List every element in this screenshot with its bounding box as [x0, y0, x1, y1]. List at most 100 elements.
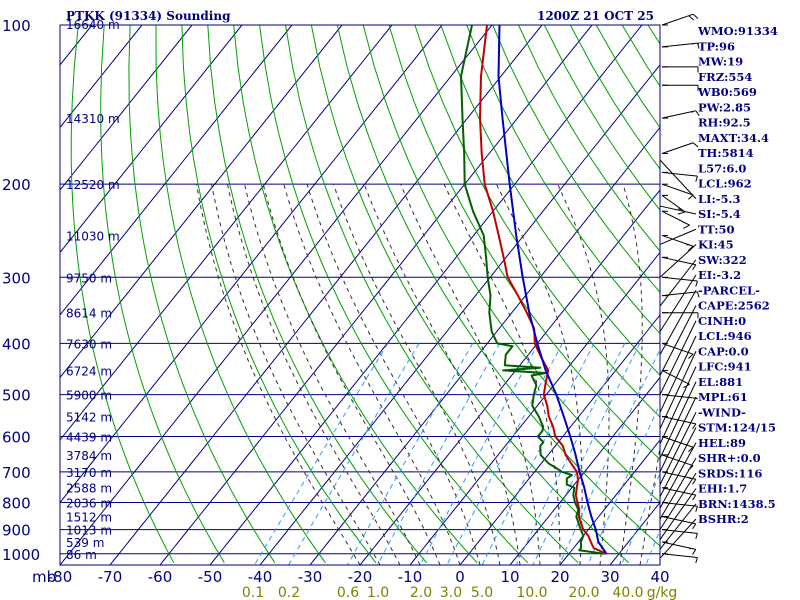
index-31: BRN:1438.5 — [698, 497, 776, 511]
mixing-ratio-label: 1.0 — [367, 585, 389, 600]
index-leader — [659, 290, 697, 355]
mixing-ratio-line — [558, 348, 660, 565]
wind-barb — [662, 84, 699, 91]
pressure-tick-label: 200 — [2, 176, 31, 194]
dry-adiabat — [310, 25, 630, 564]
mixing-ratio-label: 3.0 — [440, 585, 462, 600]
index-20: LCL:946 — [698, 329, 752, 343]
height-label: 5142 m — [66, 411, 112, 425]
index-3: FRZ:554 — [698, 70, 752, 84]
index-leader — [659, 503, 697, 550]
dry-adiabat — [207, 25, 427, 564]
isotherm — [159, 25, 593, 565]
moist-adiabat — [400, 184, 541, 565]
wind-barb — [661, 171, 698, 182]
index-4: WB0:569 — [697, 85, 757, 99]
mixing-ratio-line — [419, 343, 539, 565]
index-leader — [659, 381, 697, 459]
isotherm — [60, 25, 493, 565]
index-leader — [659, 442, 697, 509]
index-22: LFC:941 — [698, 360, 752, 374]
index-28: SHR+:0.0 — [698, 451, 761, 465]
dry-adiabat — [336, 25, 660, 547]
dry-adiabat — [778, 25, 800, 563]
moist-adiabat — [443, 183, 561, 565]
wind-barb — [661, 291, 700, 298]
pressure-tick-label: 600 — [2, 428, 31, 446]
index-21: CAP:0.0 — [698, 344, 749, 358]
sounding-time: 1200Z 21 OCT 25 — [537, 9, 654, 23]
index-9: L57:6.0 — [698, 161, 746, 175]
plot-frame — [59, 24, 661, 566]
mixing-ratio-line — [347, 343, 474, 565]
dry-adiabat — [518, 25, 660, 252]
temperature-tick-label: 0 — [455, 568, 465, 586]
index-leader — [659, 259, 697, 307]
dry-adiabat — [285, 25, 579, 564]
temperature-tick-label: 40 — [650, 568, 669, 586]
height-label: 9750 m — [66, 271, 112, 285]
index-6: RH:92.5 — [698, 116, 751, 130]
index-leader — [659, 518, 697, 559]
mixing-ratio-label: 5.0 — [471, 585, 493, 600]
index-leader — [659, 351, 697, 429]
temperature-tick-label: -10 — [398, 568, 423, 586]
wind-barb — [661, 110, 700, 119]
dry-adiabat — [259, 25, 529, 564]
wind-barb — [661, 13, 699, 26]
index-8: TH:5814 — [698, 146, 754, 160]
index-leader — [659, 488, 697, 540]
index-leader — [659, 274, 697, 332]
index-1: TP:96 — [698, 39, 735, 53]
wind-barb — [661, 234, 694, 251]
index-7: MAXT:34.4 — [698, 131, 769, 145]
dry-adiabat — [181, 25, 377, 564]
isotherm — [60, 25, 343, 379]
mixing-ratio-label: 0.1 — [242, 585, 264, 600]
temperature-tick-label: 30 — [600, 568, 619, 586]
height-label: 8614 m — [66, 307, 112, 321]
moist-adiabat — [639, 444, 660, 565]
height-label: 1013 m — [66, 524, 112, 538]
height-label: 14310 m — [66, 112, 120, 126]
index-leader — [659, 366, 697, 445]
index-24: MPL:61 — [698, 390, 748, 404]
moist-adiabat — [227, 184, 401, 565]
mixing-ratio-label: 10.0 — [516, 585, 547, 600]
wind-barbs-layer — [661, 13, 700, 564]
height-label: 4439 m — [66, 430, 112, 444]
index-leader — [659, 305, 697, 376]
moist-adiabat — [363, 184, 521, 565]
mixing-ratio-label: 0.6 — [337, 585, 359, 600]
index-leader — [659, 396, 697, 473]
series-layer — [460, 25, 608, 555]
index-18: CAPE:2562 — [698, 299, 770, 313]
height-label: 3170 m — [66, 466, 112, 480]
mixing-ratio-line — [532, 343, 641, 565]
pressure-tick-label: 500 — [2, 387, 31, 405]
height-label: 2588 m — [66, 482, 112, 496]
index-25: -WIND- — [698, 405, 746, 419]
temperature-trace — [479, 25, 607, 555]
wind-barb — [661, 183, 694, 200]
mixing-ratio-line — [376, 343, 501, 565]
moist-adiabat — [333, 184, 501, 565]
mixing-ratio-line — [288, 343, 420, 565]
mixing-ratio-label: 0.2 — [278, 585, 300, 600]
height-label: 11030 m — [66, 229, 120, 243]
mixing-ratio-line — [481, 343, 595, 565]
temperature-tick-label: -70 — [98, 568, 123, 586]
dewpoint-trace — [460, 25, 605, 555]
isotherm — [60, 25, 443, 504]
height-label: 12520 m — [66, 178, 120, 192]
index-30: EHI:1.7 — [698, 482, 747, 496]
wind-barb — [661, 541, 697, 555]
moist-adiabat — [306, 184, 481, 565]
index-23: EL:881 — [698, 375, 743, 389]
pressure-tick-label: 400 — [2, 335, 31, 353]
temperature-tick-label: -40 — [248, 568, 273, 586]
dry-adiabat — [233, 25, 478, 564]
moist-adiabat — [244, 184, 421, 565]
isotherm — [259, 64, 660, 565]
